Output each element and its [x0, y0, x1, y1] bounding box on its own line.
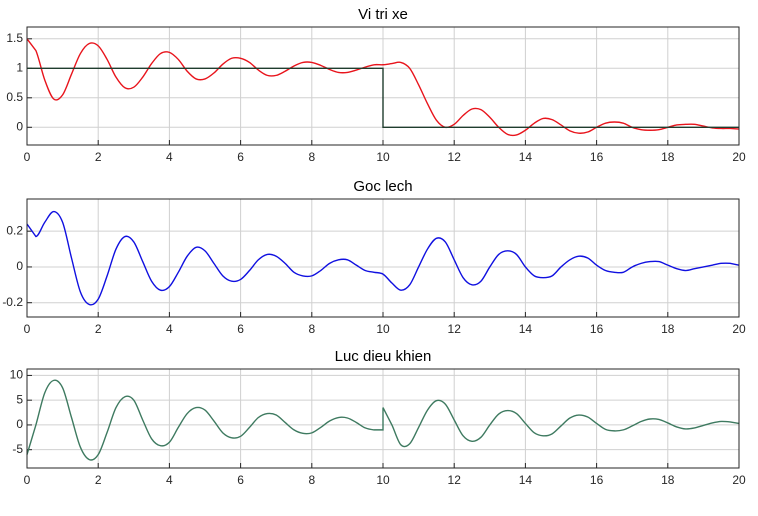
data-line — [26, 210, 740, 306]
x-tick-label: 2 — [95, 150, 102, 164]
axes-box — [26, 198, 740, 318]
x-tick-label: 8 — [308, 322, 315, 336]
data-line — [27, 67, 739, 128]
data-line — [26, 379, 740, 461]
chart-title: Vi tri xe — [358, 6, 408, 23]
axes-box — [26, 26, 740, 146]
y-tick-label: -0.2 — [2, 295, 23, 309]
data-line — [26, 38, 740, 137]
x-tick-label: 2 — [95, 473, 102, 487]
x-tick-label: 14 — [519, 473, 533, 487]
x-tick-label: 0 — [24, 322, 31, 336]
x-tick-label: 20 — [732, 473, 746, 487]
y-tick-label: 0 — [16, 119, 23, 133]
chart-title: Goc lech — [353, 178, 412, 195]
x-tick-label: 12 — [448, 150, 462, 164]
x-tick-label: 10 — [376, 473, 390, 487]
x-tick-label: 14 — [519, 322, 533, 336]
x-tick-label: 20 — [732, 150, 746, 164]
x-tick-label: 18 — [661, 322, 675, 336]
axes-box — [26, 368, 740, 469]
y-tick-label: 1 — [16, 60, 23, 74]
y-tick-label: 0 — [16, 417, 23, 431]
y-tick-label: 0.5 — [6, 90, 23, 104]
x-tick-label: 0 — [24, 150, 31, 164]
x-tick-label: 4 — [166, 322, 173, 336]
x-tick-label: 16 — [590, 473, 604, 487]
x-tick-label: 6 — [237, 322, 244, 336]
x-tick-label: 4 — [166, 473, 173, 487]
x-tick-label: 16 — [590, 150, 604, 164]
chart-title: Luc dieu khien — [335, 348, 432, 365]
x-tick-label: 8 — [308, 473, 315, 487]
y-tick-label: 0 — [16, 259, 23, 273]
x-tick-label: 2 — [95, 322, 102, 336]
y-tick-label: 5 — [16, 392, 23, 406]
x-tick-label: 16 — [590, 322, 604, 336]
x-tick-label: 14 — [519, 150, 533, 164]
y-tick-label: 1.5 — [6, 31, 23, 45]
x-tick-label: 8 — [308, 150, 315, 164]
x-tick-label: 0 — [24, 473, 31, 487]
x-tick-label: 4 — [166, 150, 173, 164]
x-tick-label: 10 — [376, 322, 390, 336]
x-tick-label: 12 — [448, 473, 462, 487]
x-tick-label: 20 — [732, 322, 746, 336]
y-tick-label: 10 — [10, 368, 24, 382]
x-tick-label: 12 — [448, 322, 462, 336]
x-tick-label: 18 — [661, 473, 675, 487]
x-tick-label: 6 — [237, 150, 244, 164]
x-tick-label: 10 — [376, 150, 390, 164]
x-tick-label: 18 — [661, 150, 675, 164]
y-tick-label: 0.2 — [6, 223, 23, 237]
y-tick-label: -5 — [12, 442, 23, 456]
x-tick-label: 6 — [237, 473, 244, 487]
